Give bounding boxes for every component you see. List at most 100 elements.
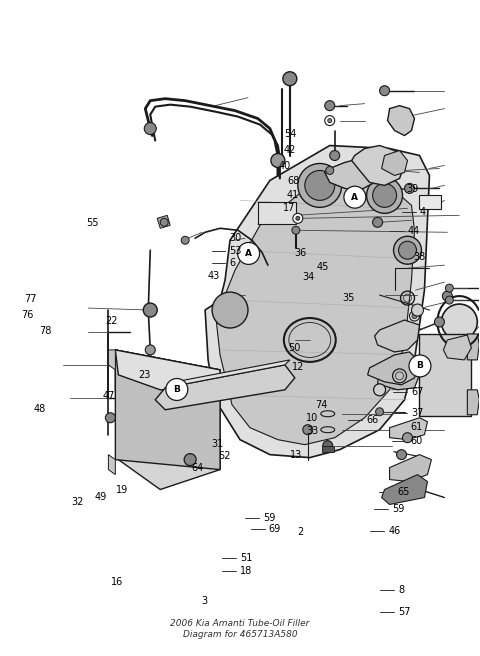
Circle shape — [106, 413, 115, 422]
Text: 42: 42 — [284, 145, 297, 155]
Polygon shape — [215, 184, 415, 445]
Text: 38: 38 — [413, 253, 425, 262]
Polygon shape — [108, 350, 115, 370]
Text: 78: 78 — [39, 325, 51, 336]
Circle shape — [145, 345, 155, 355]
Circle shape — [212, 292, 248, 328]
Circle shape — [184, 454, 196, 466]
Bar — [420, 334, 471, 416]
Polygon shape — [115, 350, 220, 489]
Circle shape — [305, 171, 335, 200]
Text: 48: 48 — [33, 404, 46, 414]
Text: 6: 6 — [229, 258, 236, 268]
Text: 64: 64 — [191, 463, 204, 473]
Text: 35: 35 — [342, 293, 355, 303]
Polygon shape — [390, 455, 432, 482]
Bar — [420, 195, 442, 209]
Text: 67: 67 — [411, 387, 424, 397]
Circle shape — [394, 236, 421, 264]
Circle shape — [283, 72, 297, 86]
Text: 18: 18 — [240, 565, 252, 576]
Text: 36: 36 — [295, 249, 307, 258]
Polygon shape — [352, 146, 405, 186]
Circle shape — [372, 217, 383, 227]
Text: 49: 49 — [95, 492, 107, 502]
Text: 10: 10 — [306, 413, 318, 423]
Text: 13: 13 — [290, 450, 302, 460]
Circle shape — [271, 154, 285, 167]
Text: 23: 23 — [139, 370, 151, 380]
Text: 22: 22 — [105, 316, 118, 327]
Text: 46: 46 — [388, 525, 401, 536]
Polygon shape — [382, 150, 408, 175]
Polygon shape — [468, 390, 480, 415]
Circle shape — [166, 379, 188, 400]
Text: B: B — [173, 385, 180, 394]
Circle shape — [405, 184, 415, 194]
Circle shape — [403, 433, 412, 443]
Polygon shape — [374, 320, 420, 352]
Text: 77: 77 — [24, 295, 37, 304]
Circle shape — [344, 186, 366, 208]
Text: 68: 68 — [287, 176, 299, 186]
Text: B: B — [417, 361, 423, 371]
Text: 52: 52 — [218, 451, 231, 461]
Circle shape — [328, 119, 332, 123]
Text: 16: 16 — [111, 577, 123, 586]
Circle shape — [325, 115, 335, 125]
Circle shape — [373, 384, 385, 396]
Text: 3: 3 — [202, 596, 208, 606]
Text: 66: 66 — [366, 415, 379, 424]
Polygon shape — [468, 334, 480, 360]
Circle shape — [434, 317, 444, 327]
Text: 2: 2 — [298, 527, 304, 537]
Text: 44: 44 — [408, 226, 420, 236]
Circle shape — [238, 243, 260, 264]
Circle shape — [372, 184, 396, 207]
Circle shape — [367, 177, 403, 213]
Circle shape — [330, 150, 340, 161]
Circle shape — [412, 314, 417, 319]
Circle shape — [303, 424, 313, 435]
Text: 55: 55 — [86, 218, 98, 228]
Text: 61: 61 — [410, 422, 422, 432]
Text: 34: 34 — [302, 272, 314, 282]
Polygon shape — [108, 455, 115, 474]
Text: 45: 45 — [317, 262, 329, 272]
Text: 41: 41 — [287, 190, 299, 199]
Circle shape — [376, 408, 384, 416]
Circle shape — [144, 303, 157, 317]
Text: 17: 17 — [283, 203, 296, 213]
Polygon shape — [322, 445, 334, 451]
Text: 50: 50 — [288, 342, 300, 353]
Circle shape — [445, 296, 454, 304]
Text: 4: 4 — [420, 207, 426, 216]
Text: 33: 33 — [306, 426, 318, 436]
Polygon shape — [205, 146, 430, 458]
Bar — [258, 202, 296, 224]
Circle shape — [144, 123, 156, 134]
Circle shape — [160, 218, 168, 226]
Text: 40: 40 — [278, 161, 290, 171]
Circle shape — [398, 241, 417, 259]
Text: 39: 39 — [407, 184, 419, 194]
Circle shape — [325, 100, 335, 111]
Text: 69: 69 — [269, 524, 281, 535]
Text: 59: 59 — [392, 504, 404, 514]
Text: A: A — [351, 193, 359, 201]
Text: 60: 60 — [410, 436, 422, 445]
Circle shape — [445, 284, 454, 292]
Circle shape — [442, 304, 477, 340]
Text: 51: 51 — [240, 552, 252, 563]
Circle shape — [323, 441, 333, 451]
Polygon shape — [368, 352, 420, 385]
Circle shape — [326, 167, 334, 174]
Circle shape — [396, 449, 407, 460]
Circle shape — [292, 226, 300, 234]
Polygon shape — [157, 215, 170, 228]
Polygon shape — [165, 360, 290, 388]
Text: 37: 37 — [411, 408, 424, 418]
Polygon shape — [382, 474, 428, 504]
Circle shape — [411, 304, 423, 316]
Polygon shape — [378, 360, 420, 390]
